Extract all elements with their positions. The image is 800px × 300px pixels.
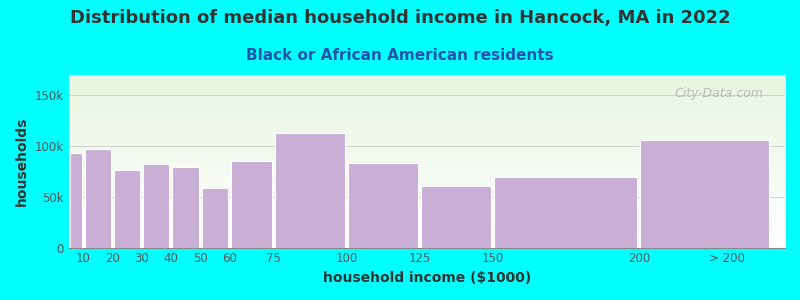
Bar bbox=[85, 149, 111, 248]
X-axis label: household income ($1000): household income ($1000) bbox=[322, 271, 531, 285]
Y-axis label: households: households bbox=[15, 117, 29, 206]
Bar bbox=[114, 170, 140, 248]
Bar bbox=[143, 164, 170, 248]
Bar bbox=[172, 167, 198, 247]
Bar bbox=[494, 176, 638, 247]
Text: Distribution of median household income in Hancock, MA in 2022: Distribution of median household income … bbox=[70, 9, 730, 27]
Bar bbox=[348, 163, 418, 248]
Text: City-Data.com: City-Data.com bbox=[674, 87, 763, 100]
Bar bbox=[421, 186, 491, 247]
Bar bbox=[231, 161, 272, 248]
Bar bbox=[70, 153, 82, 248]
Bar bbox=[202, 188, 228, 248]
Text: Black or African American residents: Black or African American residents bbox=[246, 48, 554, 63]
Bar bbox=[274, 133, 345, 248]
Bar bbox=[640, 140, 769, 247]
